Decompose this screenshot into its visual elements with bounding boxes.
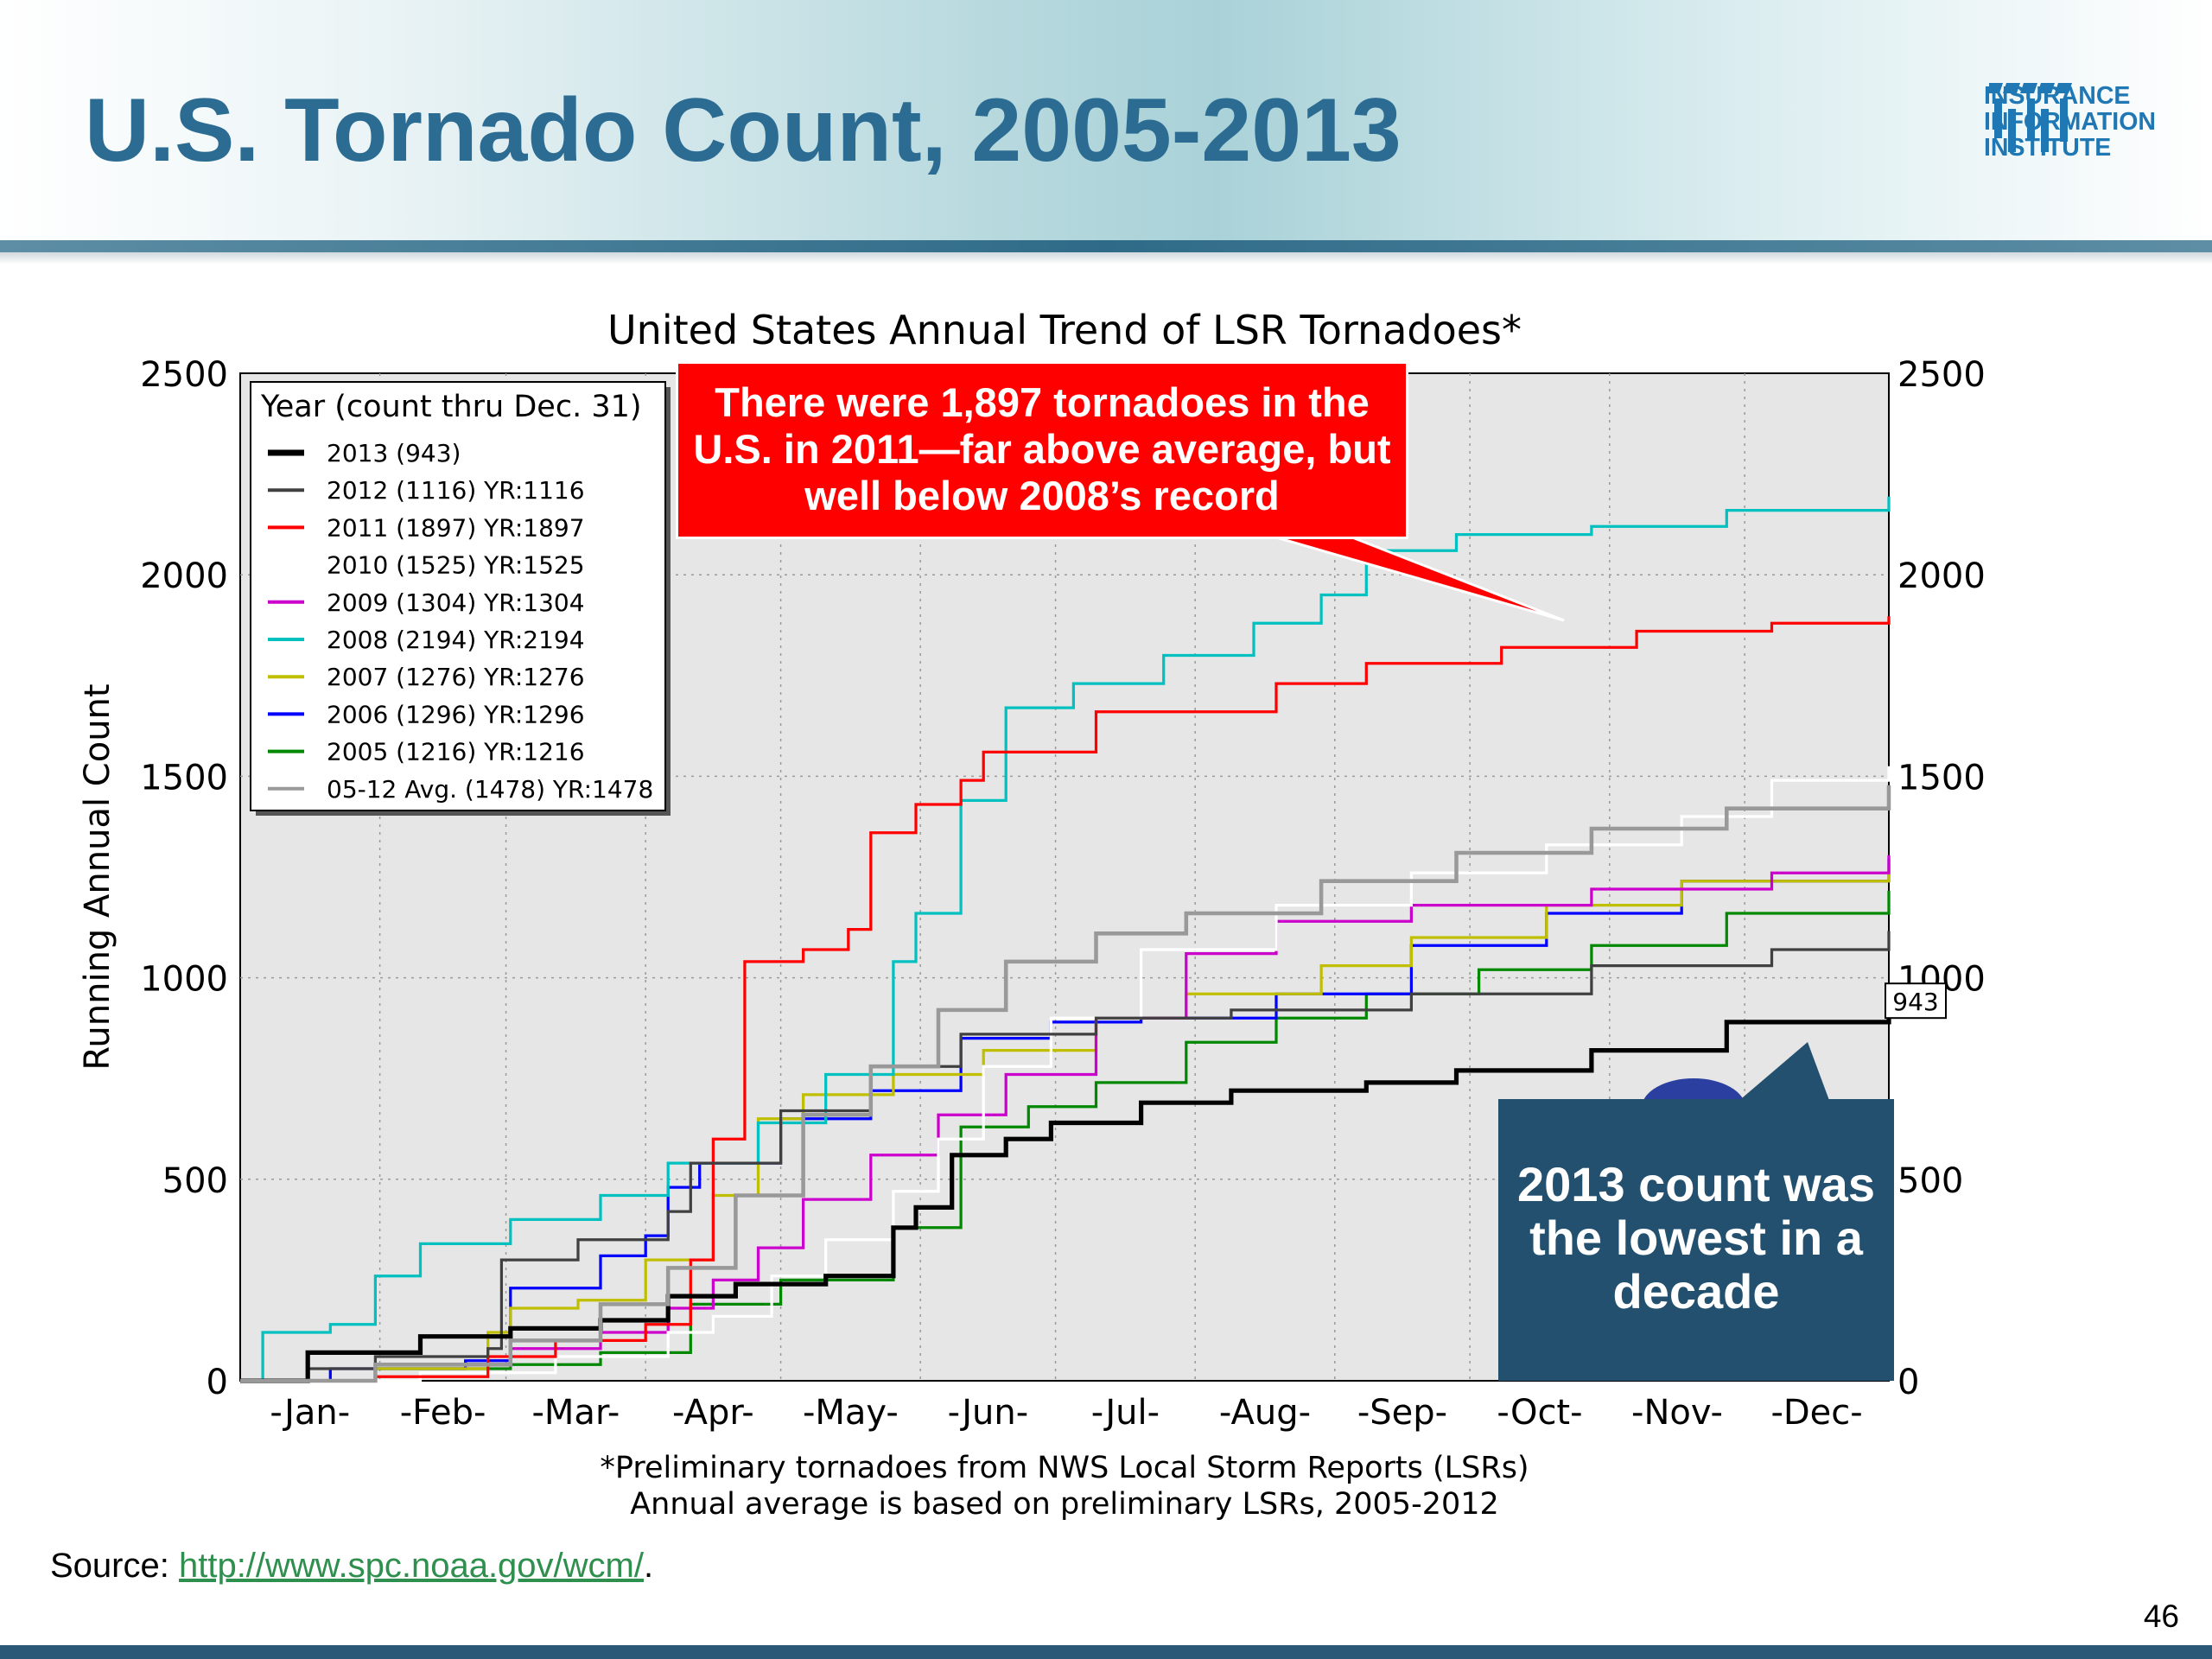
- legend-label-9: 05-12 Avg. (1478) YR:1478: [327, 775, 653, 804]
- blue-callout-pointer: [1737, 1042, 1830, 1103]
- series-line-8: [240, 890, 1891, 1382]
- legend-label-6: 2007 (1276) YR:1276: [327, 663, 585, 691]
- slide-title: U.S. Tornado Count, 2005-2013: [85, 80, 1402, 181]
- legend-label-3: 2010 (1525) YR:1525: [327, 551, 585, 580]
- y-tick-label-left: 1000: [140, 960, 228, 1000]
- footnote-line-0: *Preliminary tornadoes from NWS Local St…: [600, 1451, 1529, 1485]
- x-tick-label: -Nov-: [1631, 1393, 1723, 1433]
- x-tick-label: -Apr-: [672, 1393, 754, 1433]
- page-number: 46: [2143, 1599, 2179, 1634]
- logo-text: INSURANCE INFORMATION INSTITUTE: [1984, 82, 2156, 162]
- x-tick-label: -Feb-: [400, 1393, 486, 1433]
- y-tick-label-right: 0: [1897, 1363, 1919, 1402]
- legend-label-2: 2011 (1897) YR:1897: [327, 513, 585, 542]
- chart-title: United States Annual Trend of LSR Tornad…: [607, 307, 1522, 353]
- header-shadow: [0, 252, 2212, 264]
- x-tick-label: -May-: [803, 1393, 899, 1433]
- series-line-0: [240, 1001, 1891, 1383]
- y-tick-label-left: 2000: [140, 556, 228, 596]
- end-value-label: 943: [1892, 988, 1938, 1016]
- source-label: Source:: [50, 1547, 179, 1585]
- footer-bar: [0, 1645, 2212, 1659]
- y-tick-label-right: 500: [1897, 1161, 1963, 1201]
- legend-box: [250, 381, 666, 811]
- legend-label-4: 2009 (1304) YR:1304: [327, 588, 585, 617]
- series-line-9: [240, 785, 1891, 1383]
- end-value-box: [1885, 982, 1947, 1020]
- x-tick-label: -Sep-: [1357, 1393, 1447, 1433]
- series-line-5: [240, 496, 1891, 1382]
- source-link[interactable]: http://www.spc.noaa.gov/wcm/: [178, 1547, 644, 1585]
- legend-label-0: 2013 (943): [327, 439, 461, 467]
- y-tick-label-left: 2500: [140, 355, 228, 395]
- legend-label-7: 2006 (1296) YR:1296: [327, 700, 585, 728]
- legend-label-8: 2005 (1216) YR:1216: [327, 738, 585, 766]
- y-tick-label-left: 0: [207, 1363, 228, 1402]
- x-tick-label: -Aug-: [1219, 1393, 1311, 1433]
- legend-label-1: 2012 (1116) YR:1116: [327, 476, 585, 505]
- iii-logo-icon: [1989, 83, 2072, 152]
- x-tick-label: -Jan-: [270, 1393, 350, 1433]
- source-line: Source: http://www.spc.noaa.gov/wcm/.: [50, 1547, 653, 1586]
- series-line-6: [240, 866, 1891, 1382]
- x-tick-label: -Oct-: [1497, 1393, 1582, 1433]
- header-background: [0, 0, 2212, 251]
- x-tick-label: -Jul-: [1091, 1393, 1160, 1433]
- x-tick-label: -Jun-: [948, 1393, 1029, 1433]
- legend-label-5: 2008 (2194) YR:2194: [327, 626, 585, 654]
- y-axis-label: Running Annual Count: [78, 683, 118, 1070]
- source-end: .: [643, 1547, 654, 1585]
- blue-callout: 2013 count was the lowest in a decade: [1498, 1099, 1894, 1381]
- y-tick-label-right: 2000: [1897, 556, 1986, 596]
- red-callout: There were 1,897 tornadoes in the U.S. i…: [676, 361, 1408, 539]
- footnote-line-1: Annual average is based on preliminary L…: [630, 1487, 1499, 1522]
- series-line-2: [240, 616, 1891, 1382]
- y-tick-label-right: 2500: [1897, 355, 1986, 395]
- header-divider: [0, 240, 2212, 252]
- y-tick-label-left: 1500: [140, 758, 228, 798]
- y-tick-label-left: 500: [162, 1161, 228, 1201]
- series-line-1: [240, 931, 1891, 1382]
- x-tick-label: -Mar-: [531, 1393, 620, 1433]
- y-tick-label-right: 1500: [1897, 758, 1986, 798]
- legend-title: Year (count thru Dec. 31): [260, 390, 642, 424]
- x-tick-label: -Dec-: [1770, 1393, 1862, 1433]
